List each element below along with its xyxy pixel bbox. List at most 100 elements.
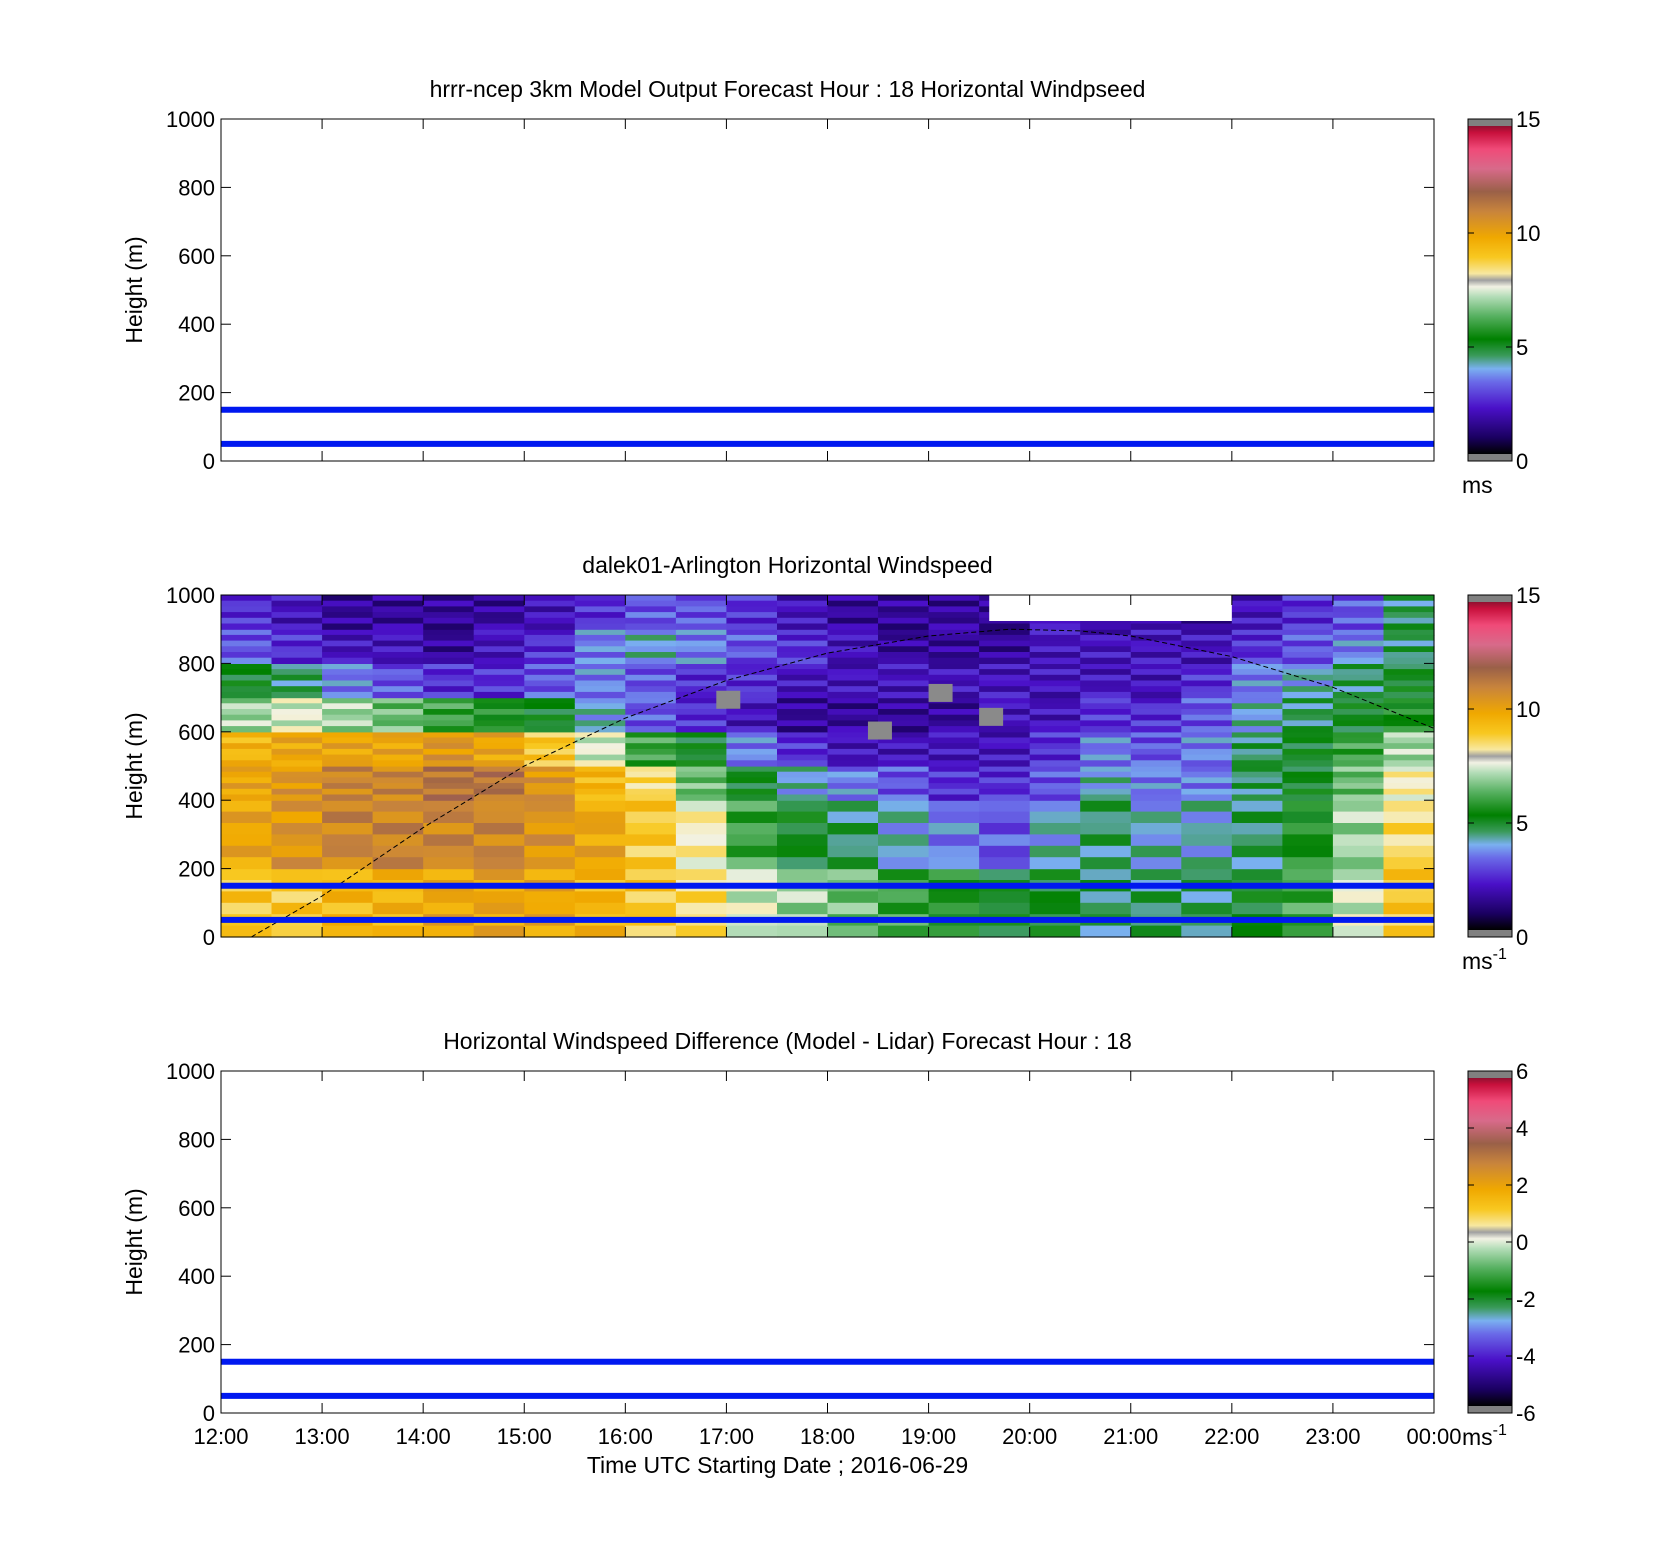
heatmap-cell xyxy=(372,748,424,756)
heatmap-cell xyxy=(827,674,879,682)
heatmap-cell xyxy=(777,800,829,813)
heatmap-cell xyxy=(372,686,424,693)
heatmap-cell xyxy=(1282,686,1334,693)
heatmap-cell xyxy=(625,783,677,790)
heatmap-cell xyxy=(1282,731,1334,739)
heatmap-cell xyxy=(928,743,980,750)
heatmap-cell xyxy=(726,783,778,790)
heatmap-cell xyxy=(726,600,778,607)
heatmap-cell xyxy=(473,868,525,881)
heatmap-cell xyxy=(1383,652,1435,659)
heatmap-cell xyxy=(1029,760,1081,767)
heatmap-cell xyxy=(1332,868,1384,881)
heatmap-cell xyxy=(928,623,980,630)
heatmap-cell xyxy=(1231,811,1283,824)
heatmap-cell xyxy=(1080,834,1132,847)
heatmap-cell xyxy=(1029,731,1081,739)
heatmap-cell xyxy=(675,783,727,790)
heatmap-cell xyxy=(1029,709,1081,716)
heatmap-cell xyxy=(423,629,475,636)
heatmap-cell xyxy=(524,743,576,750)
heatmap-cell xyxy=(979,646,1031,653)
heatmap-cell xyxy=(473,634,525,642)
heatmap-cell xyxy=(322,731,374,739)
heatmap-cell xyxy=(1383,737,1435,744)
heatmap-cell xyxy=(574,925,626,938)
heatmap-cell xyxy=(372,726,424,733)
heatmap-cell xyxy=(473,783,525,790)
colorbar: -6 -4 -2 0 2 4 6 ms-1 xyxy=(1462,1059,1536,1450)
heatmap-cell xyxy=(726,726,778,733)
x-tick-label: 18:00 xyxy=(800,1424,855,1449)
heatmap-cell xyxy=(271,760,323,767)
heatmap-cell xyxy=(1029,629,1081,636)
heatmap-cell xyxy=(928,669,980,676)
heatmap-cell xyxy=(221,868,273,881)
heatmap-cell xyxy=(322,737,374,744)
heatmap-cell xyxy=(423,646,475,653)
heatmap-cell xyxy=(625,743,677,750)
heatmap-cell xyxy=(574,595,626,602)
heatmap-cell xyxy=(423,691,475,699)
heatmap-cell xyxy=(827,783,879,790)
heatmap-cell xyxy=(271,709,323,716)
heatmap-cell xyxy=(726,720,778,727)
heatmap-cell xyxy=(1231,674,1283,682)
y-tick-label: 400 xyxy=(178,1264,215,1289)
heatmap-cell xyxy=(221,845,273,858)
heatmap-cell xyxy=(777,760,829,767)
heatmap-cell xyxy=(726,743,778,750)
heatmap-cell xyxy=(1029,703,1081,710)
heatmap-cell xyxy=(1181,691,1233,699)
heatmap-cell xyxy=(372,783,424,790)
heatmap-cell xyxy=(574,640,626,647)
heatmap-cell xyxy=(473,891,525,904)
heatmap-cell xyxy=(878,891,930,904)
heatmap-cell xyxy=(524,737,576,744)
heatmap-cell xyxy=(1332,714,1384,721)
heatmap-cell xyxy=(473,595,525,602)
heatmap-cell xyxy=(1282,612,1334,619)
heatmap-cell xyxy=(574,788,626,796)
heatmap-cell xyxy=(221,714,273,721)
heatmap-cell xyxy=(979,697,1031,704)
heatmap-cell xyxy=(271,800,323,813)
colorbar-over xyxy=(1468,595,1512,602)
heatmap-cell xyxy=(1383,720,1435,727)
heatmap-cell xyxy=(928,777,980,784)
heatmap-cell xyxy=(1231,731,1283,739)
heatmap-cell xyxy=(1282,771,1334,778)
heatmap-cell xyxy=(1231,743,1283,750)
heatmap-cell xyxy=(928,891,980,904)
heatmap-cell xyxy=(473,737,525,744)
heatmap-cell xyxy=(928,680,980,687)
heatmap-cell xyxy=(473,697,525,704)
heatmap-cell xyxy=(524,606,576,613)
heatmap-cell xyxy=(1130,720,1182,727)
heatmap-cell xyxy=(777,783,829,790)
heatmap-cell xyxy=(928,783,980,790)
heatmap-cell xyxy=(1181,646,1233,653)
heatmap-cell xyxy=(1130,766,1182,773)
heatmap-cell xyxy=(979,709,1031,716)
heatmap-cell xyxy=(524,726,576,733)
x-tick-label: 15:00 xyxy=(497,1424,552,1449)
heatmap-cell xyxy=(1332,760,1384,767)
heatmap-cell xyxy=(1130,760,1182,767)
heatmap-cell xyxy=(271,783,323,790)
heatmap-cell xyxy=(979,657,1031,664)
heatmap-cell xyxy=(675,595,727,602)
heatmap-cell xyxy=(878,612,930,619)
heatmap-cell xyxy=(1383,811,1435,824)
heatmap-cell xyxy=(1181,902,1233,915)
heatmap-cell xyxy=(1332,731,1384,739)
heatmap-cell xyxy=(726,629,778,636)
heatmap-cell xyxy=(322,743,374,750)
boundary-layer-curve xyxy=(251,628,1435,938)
heatmap-cell xyxy=(777,709,829,716)
heatmap-cell xyxy=(322,640,374,647)
heatmap-cell xyxy=(928,617,980,625)
heatmap-cell xyxy=(777,691,829,699)
heatmap-cell xyxy=(1383,760,1435,767)
